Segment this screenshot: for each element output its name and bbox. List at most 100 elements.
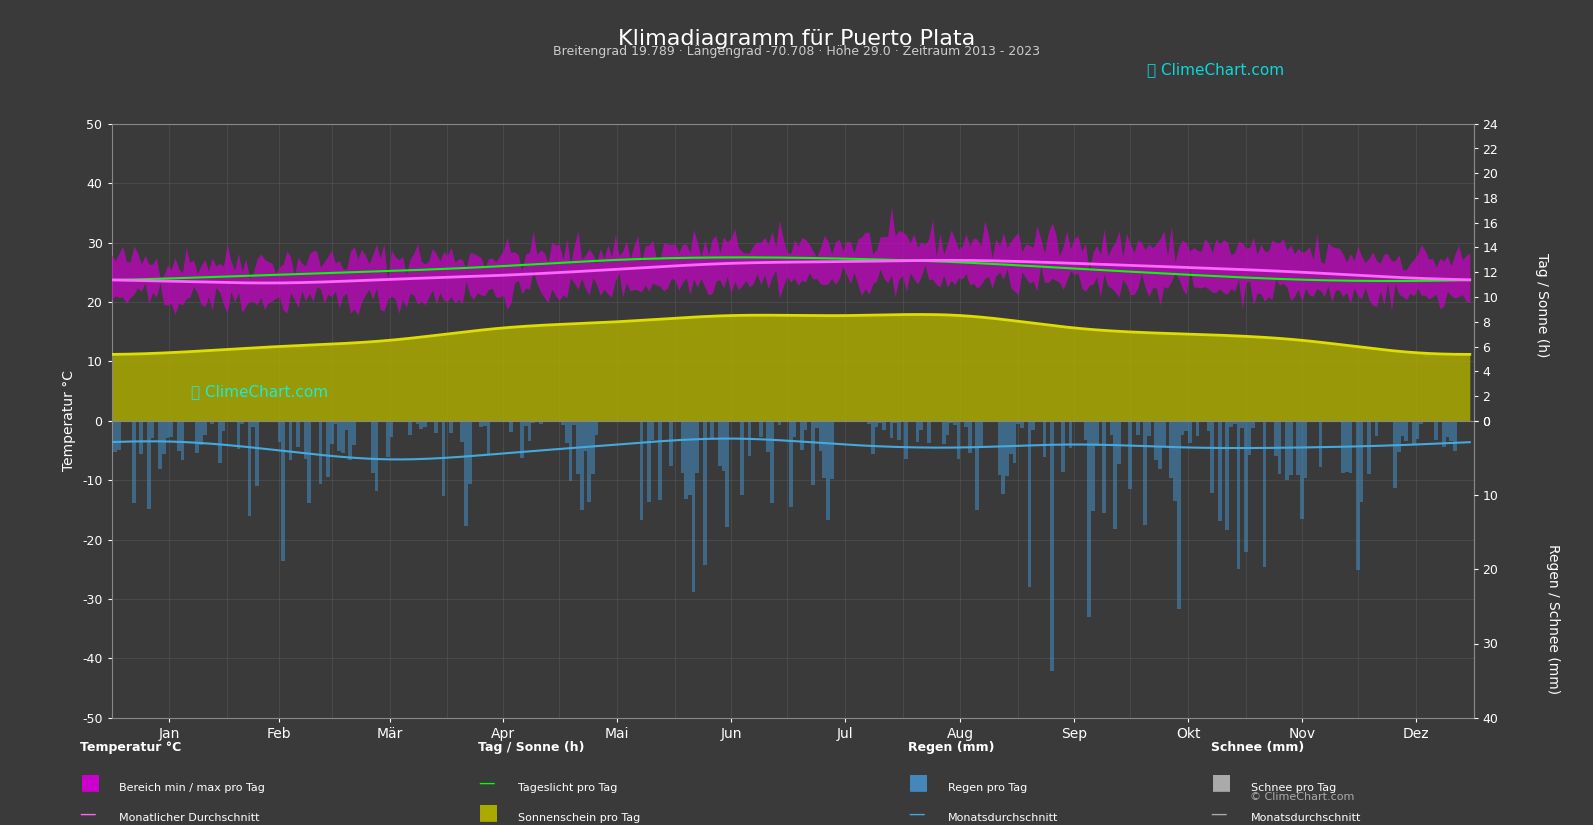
Bar	[1411, 421, 1416, 445]
Bar	[1031, 421, 1035, 430]
Bar	[1289, 421, 1292, 474]
Text: Sonnenschein pro Tag: Sonnenschein pro Tag	[518, 813, 640, 823]
Bar	[464, 421, 468, 526]
Bar	[591, 421, 594, 474]
Bar	[1128, 421, 1133, 488]
Text: —: —	[478, 774, 494, 792]
Bar	[580, 421, 583, 510]
Text: Schnee (mm): Schnee (mm)	[1211, 741, 1305, 754]
Bar	[524, 421, 527, 427]
Bar	[583, 421, 588, 451]
Bar	[252, 421, 255, 427]
Bar	[241, 421, 244, 424]
Bar	[527, 421, 532, 441]
Bar	[1110, 421, 1114, 436]
Bar	[277, 421, 282, 442]
Bar	[196, 421, 199, 453]
Bar	[816, 421, 819, 427]
Bar	[639, 421, 644, 520]
Bar	[180, 421, 185, 460]
Bar	[1225, 421, 1230, 530]
Bar	[696, 421, 699, 473]
Bar	[169, 421, 174, 436]
Bar	[980, 421, 983, 446]
Text: Regen pro Tag: Regen pro Tag	[948, 783, 1027, 793]
Text: Schnee pro Tag: Schnee pro Tag	[1251, 783, 1337, 793]
Text: Regen / Schnee (mm): Regen / Schnee (mm)	[1547, 544, 1560, 694]
Bar	[532, 421, 535, 423]
Bar	[1147, 421, 1150, 436]
Bar	[386, 421, 390, 457]
Bar	[588, 421, 591, 502]
Bar	[1397, 421, 1400, 452]
Bar	[1341, 421, 1344, 473]
Bar	[210, 421, 213, 423]
Bar	[140, 421, 143, 454]
Text: Temperatur °C: Temperatur °C	[80, 741, 182, 754]
Bar	[491, 421, 494, 422]
Bar	[658, 421, 663, 500]
Bar	[199, 421, 202, 446]
Bar	[1016, 421, 1020, 423]
Bar	[830, 421, 833, 479]
Bar	[561, 421, 566, 425]
Bar	[997, 421, 1002, 475]
Bar	[1344, 421, 1349, 472]
Bar	[1013, 421, 1016, 464]
Bar	[1180, 421, 1184, 436]
Bar	[155, 421, 158, 422]
Bar	[1233, 421, 1236, 424]
Bar	[1161, 421, 1166, 447]
Bar	[680, 421, 685, 473]
Bar	[1008, 421, 1013, 454]
Bar	[416, 421, 419, 424]
Bar	[1319, 421, 1322, 467]
Bar	[741, 421, 744, 494]
Bar	[319, 421, 322, 483]
Bar	[1278, 421, 1281, 474]
Text: ■: ■	[80, 772, 100, 792]
Bar	[236, 421, 241, 449]
Bar	[953, 421, 957, 426]
Bar	[255, 421, 260, 487]
Bar	[296, 421, 299, 447]
Bar	[349, 421, 352, 460]
Bar	[1114, 421, 1117, 529]
Bar	[1117, 421, 1121, 464]
Text: Monatlicher Durchschnitt: Monatlicher Durchschnitt	[119, 813, 260, 823]
Bar	[946, 421, 949, 435]
Text: ■: ■	[478, 803, 499, 823]
Bar	[1144, 421, 1147, 525]
Bar	[1102, 421, 1106, 513]
Text: Breitengrad 19.789 · Längengrad -70.708 · Höhe 29.0 · Zeitraum 2013 - 2023: Breitengrad 19.789 · Längengrad -70.708 …	[553, 45, 1040, 59]
Bar	[132, 421, 135, 503]
Bar	[1195, 421, 1200, 436]
Bar	[897, 421, 900, 440]
Bar	[460, 421, 464, 442]
Bar	[1416, 421, 1419, 439]
Bar	[975, 421, 980, 510]
Bar	[566, 421, 569, 442]
Bar	[769, 421, 774, 503]
Bar	[688, 421, 691, 495]
Bar	[894, 421, 897, 423]
Text: Monatsdurchschnitt: Monatsdurchschnitt	[1251, 813, 1360, 823]
Bar	[1367, 421, 1372, 474]
Bar	[344, 421, 349, 431]
Bar	[352, 421, 355, 446]
Text: —: —	[908, 804, 924, 823]
Bar	[1450, 421, 1453, 441]
Bar	[1207, 421, 1211, 431]
Bar	[647, 421, 650, 502]
Bar	[424, 421, 427, 427]
Bar	[927, 421, 930, 443]
Bar	[1069, 421, 1072, 449]
Bar	[249, 421, 252, 516]
Bar	[486, 421, 491, 455]
Bar	[1360, 421, 1364, 502]
Bar	[1155, 421, 1158, 460]
Bar	[1184, 421, 1188, 431]
Bar	[1263, 421, 1266, 567]
Bar	[1356, 421, 1360, 570]
Bar	[744, 421, 747, 422]
